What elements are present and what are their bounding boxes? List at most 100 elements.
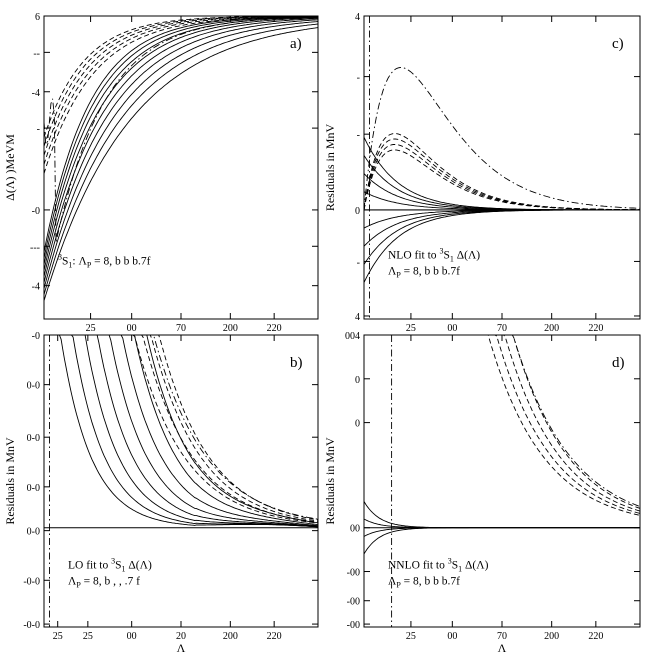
x-axis-label: Λ xyxy=(177,641,186,655)
annotation-line-1: NNLO fit to 3S1 Δ(Λ) xyxy=(388,557,489,574)
panel-a-solid-curve-5 xyxy=(44,19,318,283)
x-tick-label: 25 xyxy=(406,323,416,334)
panel-c-solid-curve-5 xyxy=(364,209,640,229)
panel-c: 25 00 70 200 220 4 - - 0 - 4 Residuals in MnV c) NLO … xyxy=(323,12,641,334)
y-tick-label: - xyxy=(357,73,360,84)
x-tick-label: 200 xyxy=(544,323,559,334)
y-axis-label: Residuals in MnV xyxy=(3,437,17,525)
x-tick-label: 200 xyxy=(544,631,559,642)
panel-b-dashed-curve-2 xyxy=(44,335,318,522)
y-tick-label: 4 xyxy=(355,12,360,23)
panel-letter: d) xyxy=(612,355,625,371)
panel-a-dashdot-curve-0 xyxy=(44,16,318,243)
x-tick-label: 25 xyxy=(406,631,416,642)
panel-d-solid-curve-0 xyxy=(364,501,640,529)
y-tick-label: -0-0 xyxy=(23,576,40,587)
x-tick-label: 25 xyxy=(83,631,93,642)
panel-b: 25 25 00 20 200 220 -0 0-0 0-0 0-0 0-0 -0-0 -0-0 Resi… xyxy=(3,331,319,655)
x-tick-label: 220 xyxy=(267,323,282,334)
y-tick-label: 0 xyxy=(355,375,360,386)
panel-a-dashed-curve-1 xyxy=(44,16,318,147)
x-tick-label: 220 xyxy=(588,631,603,642)
panel-letter: c) xyxy=(612,36,624,52)
panel-d-dashed-curve-0 xyxy=(364,335,640,516)
x-tick-label: 00 xyxy=(447,631,457,642)
panel-d-dashed-curve-3 xyxy=(364,335,640,509)
y-axis-label: Δ(Λ) )MeVM xyxy=(3,134,17,201)
x-tick-label: 70 xyxy=(497,323,507,334)
y-tick-label: -0 xyxy=(32,331,40,342)
panel-a-dashed-curve-4 xyxy=(44,16,318,174)
panel-c-dashed-curve-1 xyxy=(364,144,640,211)
y-tick-label: 0-0 xyxy=(27,527,40,538)
panel-d-curves xyxy=(364,335,640,555)
panel-b-solid-curve-0 xyxy=(44,335,318,528)
y-tick-label: 0-0 xyxy=(27,483,40,494)
y-tick-label: 0-0 xyxy=(27,381,40,392)
panel-b-solid-curve-3 xyxy=(44,335,318,527)
panel-a-dashed-curve-2 xyxy=(44,16,318,156)
panel-a-solid-curve-0 xyxy=(44,16,318,253)
y-tick-label: -0 xyxy=(32,206,40,217)
panel-b-solid-curve-4 xyxy=(44,335,318,527)
panel-b-solid-curve-6 xyxy=(44,335,318,526)
annotation-line-1: 3S1: ΛP = 8, b b b.7f xyxy=(58,252,151,269)
panel-b-dashed-curve-1 xyxy=(44,335,318,523)
x-tick-label: 200 xyxy=(223,631,238,642)
x-tick-label: 20 xyxy=(176,631,186,642)
x-tick-label: 70 xyxy=(176,323,186,334)
panel-b-solid-curve-5 xyxy=(44,335,318,527)
annotation-line-1: NLO fit to 3S1 Δ(Λ) xyxy=(388,246,480,263)
y-tick-label: -00 xyxy=(347,597,360,608)
y-tick-label: -4 xyxy=(32,88,40,99)
panel-b-solid-curve-2 xyxy=(44,335,318,528)
panel-a-solid-curve-3 xyxy=(44,17,318,271)
x-tick-label: 220 xyxy=(588,323,603,334)
panel-c-solid-curve-3 xyxy=(364,191,640,211)
y-tick-label: -- xyxy=(33,48,40,59)
panel-a-solid-curve-2 xyxy=(44,16,318,265)
x-axis-label: Λ xyxy=(498,641,507,655)
panel-a: 25 00 70 200 220 6 -- -4 - -0 --- -4 Δ(Λ) )MeVM a) 3S1… xyxy=(3,12,319,334)
panel-a-solid-curve-8 xyxy=(44,27,318,301)
panel-b-solid-curve-1 xyxy=(44,335,318,528)
panel-c-dashed-curve-0 xyxy=(364,149,640,211)
y-tick-label: 0 xyxy=(355,419,360,430)
y-axis-label: Residuals in MnV xyxy=(323,124,337,212)
y-tick-label: 0 xyxy=(355,206,360,217)
panel-a-curves xyxy=(44,16,318,301)
x-tick-label: 00 xyxy=(447,323,457,334)
x-tick-label: 25 xyxy=(53,631,63,642)
y-tick-label: --- xyxy=(30,242,40,253)
panel-letter: b) xyxy=(290,355,303,371)
x-tick-label: 00 xyxy=(127,323,137,334)
panel-a-solid-curve-4 xyxy=(44,18,318,277)
y-tick-label: -00 xyxy=(347,568,360,579)
panel-letter: a) xyxy=(290,36,302,52)
x-tick-label: 70 xyxy=(497,631,507,642)
y-tick-label: 0-0 xyxy=(27,433,40,444)
y-tick-label: 004 xyxy=(345,331,360,342)
panel-a-dashed-curve-3 xyxy=(44,16,318,165)
panel-b-dashdot-curve-0 xyxy=(44,335,318,520)
y-tick-label: - xyxy=(357,130,360,141)
y-tick-label: - xyxy=(37,124,40,135)
x-tick-label: 220 xyxy=(267,631,282,642)
panel-b-solid-curve-7 xyxy=(44,335,318,524)
y-tick-label: 4 xyxy=(355,312,360,323)
annotation-line-2: ΛP = 8, b b b.7f xyxy=(388,265,460,279)
x-tick-label: 25 xyxy=(86,323,96,334)
annotation-line-2: ΛP = 8, b , , .7 f xyxy=(68,576,140,590)
x-tick-label: 00 xyxy=(127,631,137,642)
x-tick-label: 200 xyxy=(223,323,238,334)
panel-d-solid-curve-2 xyxy=(364,527,640,537)
panel-a-solid-curve-1 xyxy=(44,16,318,259)
y-tick-label: -00 xyxy=(347,620,360,631)
panel-d-dashed-curve-2 xyxy=(364,335,640,512)
annotation-line-2: ΛP = 8, b b b.7f xyxy=(388,576,460,590)
panel-b-curves xyxy=(44,335,318,528)
panel-b-dashed-curve-3 xyxy=(44,335,318,521)
panel-a-solid-curve-7 xyxy=(44,23,318,295)
panel-c-dashed-curve-3 xyxy=(364,133,640,211)
